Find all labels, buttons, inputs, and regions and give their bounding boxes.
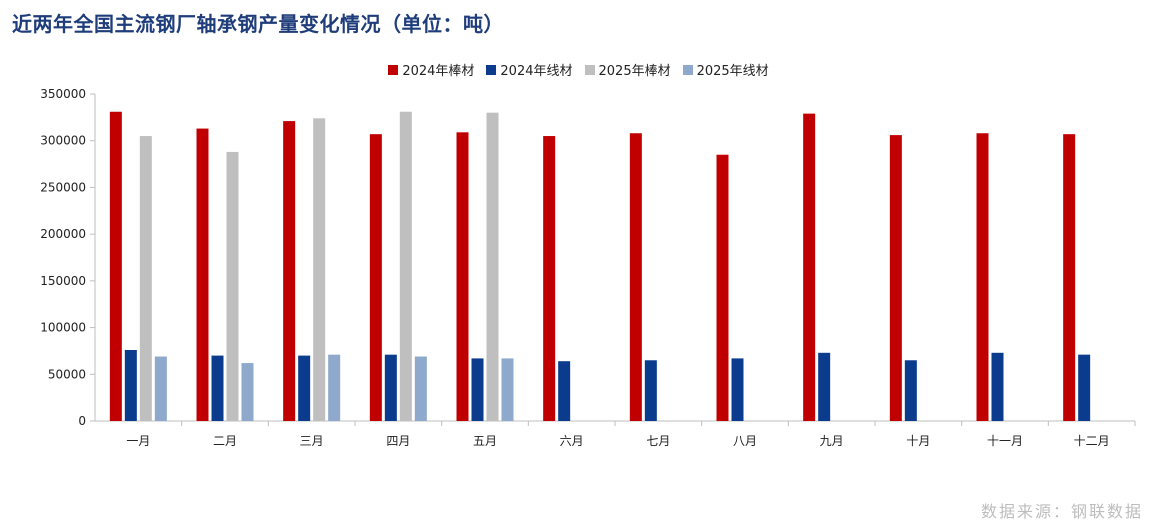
bar-2024-bar <box>456 132 469 421</box>
y-tick-label: 350000 <box>40 87 86 101</box>
x-tick-label: 一月 <box>126 434 150 448</box>
bar-2024-wire <box>1078 354 1091 421</box>
x-tick-label: 九月 <box>820 434 844 448</box>
bar-2025-bar <box>226 151 239 421</box>
bar-2024-bar <box>1063 134 1076 421</box>
bar-2024-wire <box>298 355 311 421</box>
data-source-label: 数据来源：钢联数据 <box>980 502 1143 521</box>
bar-2024-bar <box>976 133 989 422</box>
bar-2024-wire <box>644 360 657 421</box>
bar-2025-bar <box>486 112 499 421</box>
x-tick-label: 十月 <box>906 434 930 448</box>
y-tick-label: 50000 <box>48 367 86 381</box>
bar-2025-bar <box>139 136 152 422</box>
x-tick-label: 五月 <box>473 434 497 448</box>
y-tick-label: 250000 <box>40 180 86 194</box>
bar-2024-bar <box>109 111 122 421</box>
y-tick-label: 100000 <box>40 321 86 335</box>
bar-2025-wire <box>328 354 341 421</box>
legend-label-2025-bar: 2025年棒材 <box>598 64 671 79</box>
legend-item-2024-bar: 2024年棒材 <box>388 60 474 79</box>
bar-2024-wire <box>211 355 224 421</box>
bar-2024-wire <box>904 360 917 421</box>
x-tick-label: 七月 <box>646 434 670 448</box>
x-tick-label: 三月 <box>300 434 324 448</box>
y-tick-label: 0 <box>78 414 86 428</box>
bar-2025-bar <box>313 118 326 421</box>
x-tick-label: 十二月 <box>1074 434 1110 448</box>
bar-2025-wire <box>241 363 254 421</box>
chart-title: 近两年全国主流钢厂轴承钢产量变化情况（单位：吨） <box>12 12 504 36</box>
bar-2024-bar <box>629 133 642 422</box>
bar-2024-wire <box>818 352 831 421</box>
bar-2025-wire <box>501 358 514 421</box>
x-tick-label: 四月 <box>386 434 410 448</box>
y-tick-label: 150000 <box>40 274 86 288</box>
bar-2024-wire <box>731 358 744 421</box>
legend-label-2024-wire: 2024年线材 <box>500 64 573 79</box>
bar-2024-bar <box>369 134 382 421</box>
legend-swatch-2024-wire <box>486 64 497 75</box>
bar-2024-bar <box>716 154 729 421</box>
legend-swatch-2025-bar <box>584 64 595 75</box>
x-tick-label: 十一月 <box>987 434 1023 448</box>
chart-legend: 2024年棒材 2024年线材 2025年棒材 2025年线材 <box>0 60 1157 79</box>
x-tick-label: 六月 <box>560 434 584 448</box>
bar-2025-bar <box>399 111 412 421</box>
legend-swatch-2024-bar <box>388 64 399 75</box>
bar-2024-wire <box>384 354 397 421</box>
legend-item-2024-wire: 2024年线材 <box>486 60 573 79</box>
bar-2024-bar <box>889 135 902 421</box>
y-tick-label: 200000 <box>40 227 86 241</box>
bar-2024-wire <box>124 349 137 421</box>
bar-2024-bar <box>283 121 296 421</box>
bar-2024-bar <box>543 136 556 422</box>
bar-2024-bar <box>803 113 816 422</box>
y-tick-label: 300000 <box>40 134 86 148</box>
bar-2024-wire <box>991 352 1004 421</box>
legend-swatch-2025-wire <box>682 64 693 75</box>
x-tick-label: 八月 <box>733 434 757 448</box>
legend-label-2025-wire: 2025年线材 <box>696 64 769 79</box>
bar-2024-bar <box>196 128 209 421</box>
bar-2024-wire <box>471 358 484 421</box>
bar-2024-wire <box>558 361 571 421</box>
legend-label-2024-bar: 2024年棒材 <box>402 64 475 79</box>
bar-2025-wire <box>154 356 167 421</box>
bar-2025-wire <box>414 356 427 421</box>
x-tick-label: 二月 <box>213 434 237 448</box>
legend-item-2025-bar: 2025年棒材 <box>584 60 671 79</box>
legend-item-2025-wire: 2025年线材 <box>682 60 769 79</box>
